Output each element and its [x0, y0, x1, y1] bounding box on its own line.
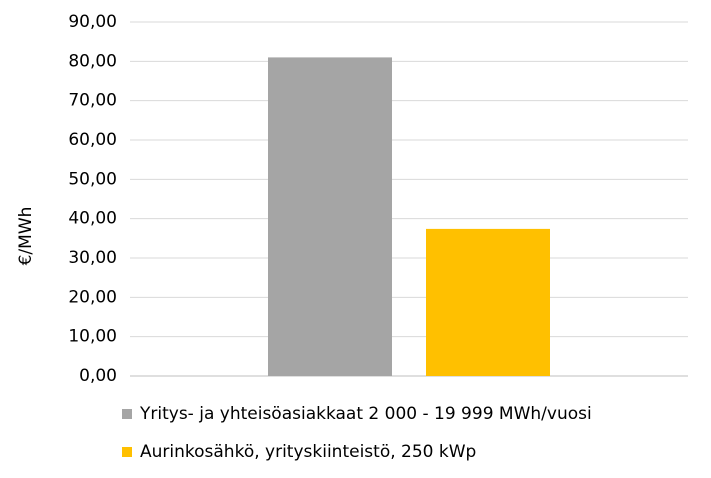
y-tick-label: 70,00	[68, 91, 117, 111]
legend-swatch	[122, 447, 132, 457]
y-tick-label: 60,00	[68, 130, 117, 150]
y-axis-label: €/MWh	[16, 207, 36, 266]
bar	[426, 228, 550, 376]
legend-label: Yritys- ja yhteisöasiakkaat 2 000 - 19 9…	[139, 404, 592, 424]
y-tick-label: 40,00	[68, 209, 117, 229]
y-tick-label: 20,00	[68, 287, 117, 307]
legend-label: Aurinkosähkö, yrityskiinteistö, 250 kWp	[140, 442, 476, 462]
y-tick-label: 80,00	[68, 51, 117, 71]
bar	[268, 57, 392, 377]
legend-swatch	[122, 409, 132, 419]
y-tick-label: 30,00	[68, 248, 117, 268]
y-tick-label: 90,00	[68, 12, 117, 32]
y-tick-label: 0,00	[79, 366, 117, 386]
y-tick-label: 10,00	[68, 327, 117, 347]
y-tick-label: 50,00	[68, 169, 117, 189]
